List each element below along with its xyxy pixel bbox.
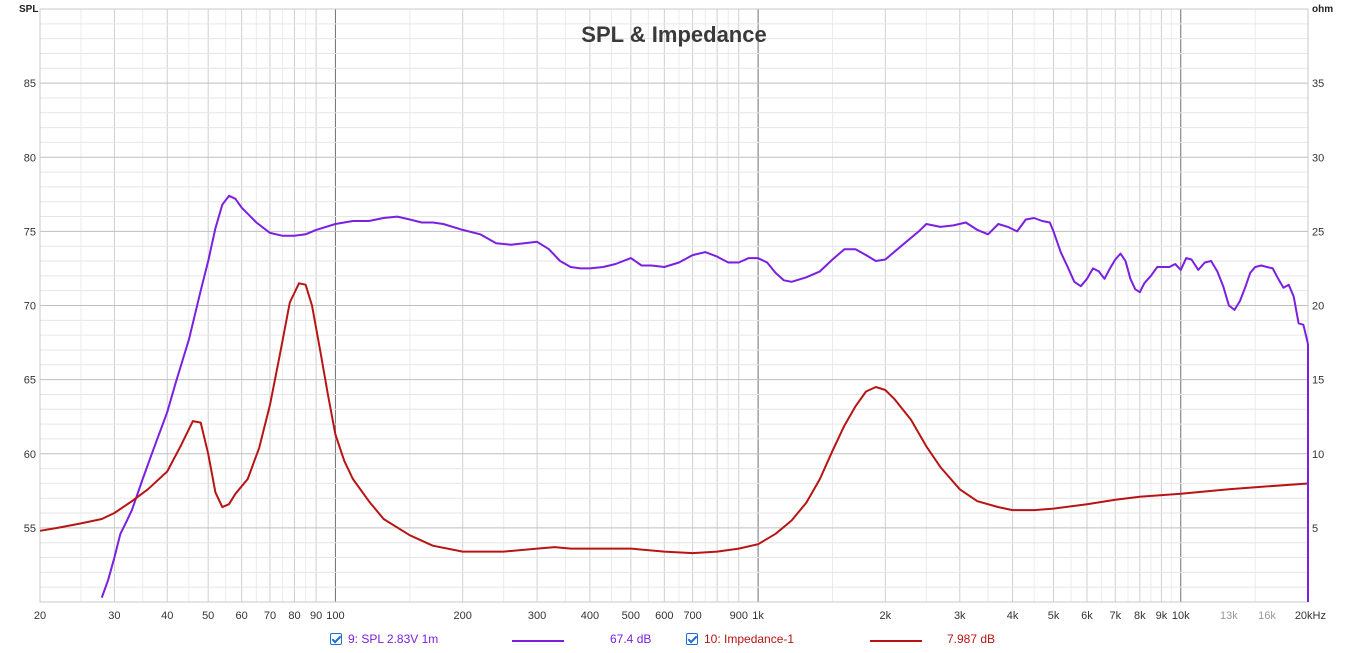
y-right-tick-label: 35 — [1312, 78, 1324, 90]
y-right-tick-label: 30 — [1312, 152, 1324, 164]
x-tick-label: 400 — [581, 610, 599, 622]
x-tick-label: 900 — [730, 610, 748, 622]
series-line-spl — [100, 194, 1309, 598]
x-tick-label: 2k — [880, 610, 892, 622]
x-tick-label: 70 — [264, 610, 276, 622]
left-axis-ticks: 55 60 65 70 75 80 85 — [24, 78, 36, 535]
y-left-tick-label: 65 — [24, 375, 36, 387]
x-tick-label: 500 — [622, 610, 640, 622]
x-tick-label: 3k — [954, 610, 966, 622]
y-left-tick-label: 60 — [24, 449, 36, 461]
plot-grid — [39, 9, 1309, 602]
x-tick-label: 1k — [752, 610, 764, 622]
x-tick-label: 4k — [1007, 610, 1019, 622]
legend-item-impedance[interactable]: 10: Impedance-1 — [686, 632, 794, 646]
legend-value-spl: 67.4 dB — [610, 632, 652, 646]
legend-label-impedance: 10: Impedance-1 — [704, 632, 795, 646]
series-line-impedance — [39, 282, 1309, 555]
y-left-tick-label: 70 — [24, 301, 36, 313]
x-tick-label: 300 — [528, 610, 546, 622]
y-right-tick-label: 5 — [1312, 523, 1318, 535]
x-tick-label: 7k — [1109, 610, 1121, 622]
left-axis-label: SPL — [19, 4, 38, 15]
x-tick-label: 16k — [1258, 610, 1276, 622]
x-tick-label: 20kHz — [1295, 610, 1326, 622]
y-left-tick-label: 75 — [24, 226, 36, 238]
legend-label-spl: 9: SPL 2.83V 1m — [348, 632, 439, 646]
x-tick-label: 13k — [1220, 610, 1238, 622]
x-tick-label: 9k — [1156, 610, 1168, 622]
right-axis-ticks: 5 10 15 20 25 30 35 — [1312, 78, 1324, 535]
x-axis-ticks: 20 30 40 50 60 70 80 90 100 200 300 400 500 600 700 900… — [34, 610, 1326, 622]
y-left-tick-label: 85 — [24, 78, 36, 90]
right-axis-label: ohm — [1312, 4, 1333, 15]
y-right-tick-label: 10 — [1312, 449, 1324, 461]
x-tick-label: 90 — [310, 610, 322, 622]
legend-line-impedance — [870, 640, 922, 642]
checkbox-icon[interactable] — [330, 633, 342, 645]
x-tick-label: 700 — [683, 610, 701, 622]
y-right-tick-label: 25 — [1312, 226, 1324, 238]
x-tick-label: 5k — [1048, 610, 1060, 622]
x-tick-label: 30 — [108, 610, 120, 622]
x-tick-label: 50 — [202, 610, 214, 622]
y-right-tick-label: 15 — [1312, 375, 1324, 387]
legend-item-spl[interactable]: 9: SPL 2.83V 1m — [330, 632, 438, 646]
legend-value-impedance: 7.987 dB — [947, 632, 996, 646]
y-left-tick-label: 80 — [24, 152, 36, 164]
x-tick-label: 6k — [1081, 610, 1093, 622]
data-series — [39, 194, 1309, 602]
legend-line-spl — [512, 640, 564, 642]
x-tick-label: 40 — [161, 610, 173, 622]
x-tick-label: 60 — [236, 610, 248, 622]
x-tick-label: 600 — [655, 610, 673, 622]
y-right-tick-label: 20 — [1312, 301, 1324, 313]
chart-title: SPL & Impedance — [581, 22, 766, 47]
x-tick-label: 8k — [1134, 610, 1146, 622]
x-tick-label: 80 — [288, 610, 300, 622]
x-tick-label: 10k — [1172, 610, 1190, 622]
x-tick-label: 200 — [453, 610, 471, 622]
plot-area-border — [39, 8, 1309, 603]
x-tick-label: 100 — [326, 610, 344, 622]
x-tick-label: 20 — [34, 610, 46, 622]
checkbox-icon[interactable] — [686, 633, 698, 645]
y-left-tick-label: 55 — [24, 523, 36, 535]
legend: 9: SPL 2.83V 1m 67.4 dB 10: Impedance-1 … — [0, 631, 1361, 653]
